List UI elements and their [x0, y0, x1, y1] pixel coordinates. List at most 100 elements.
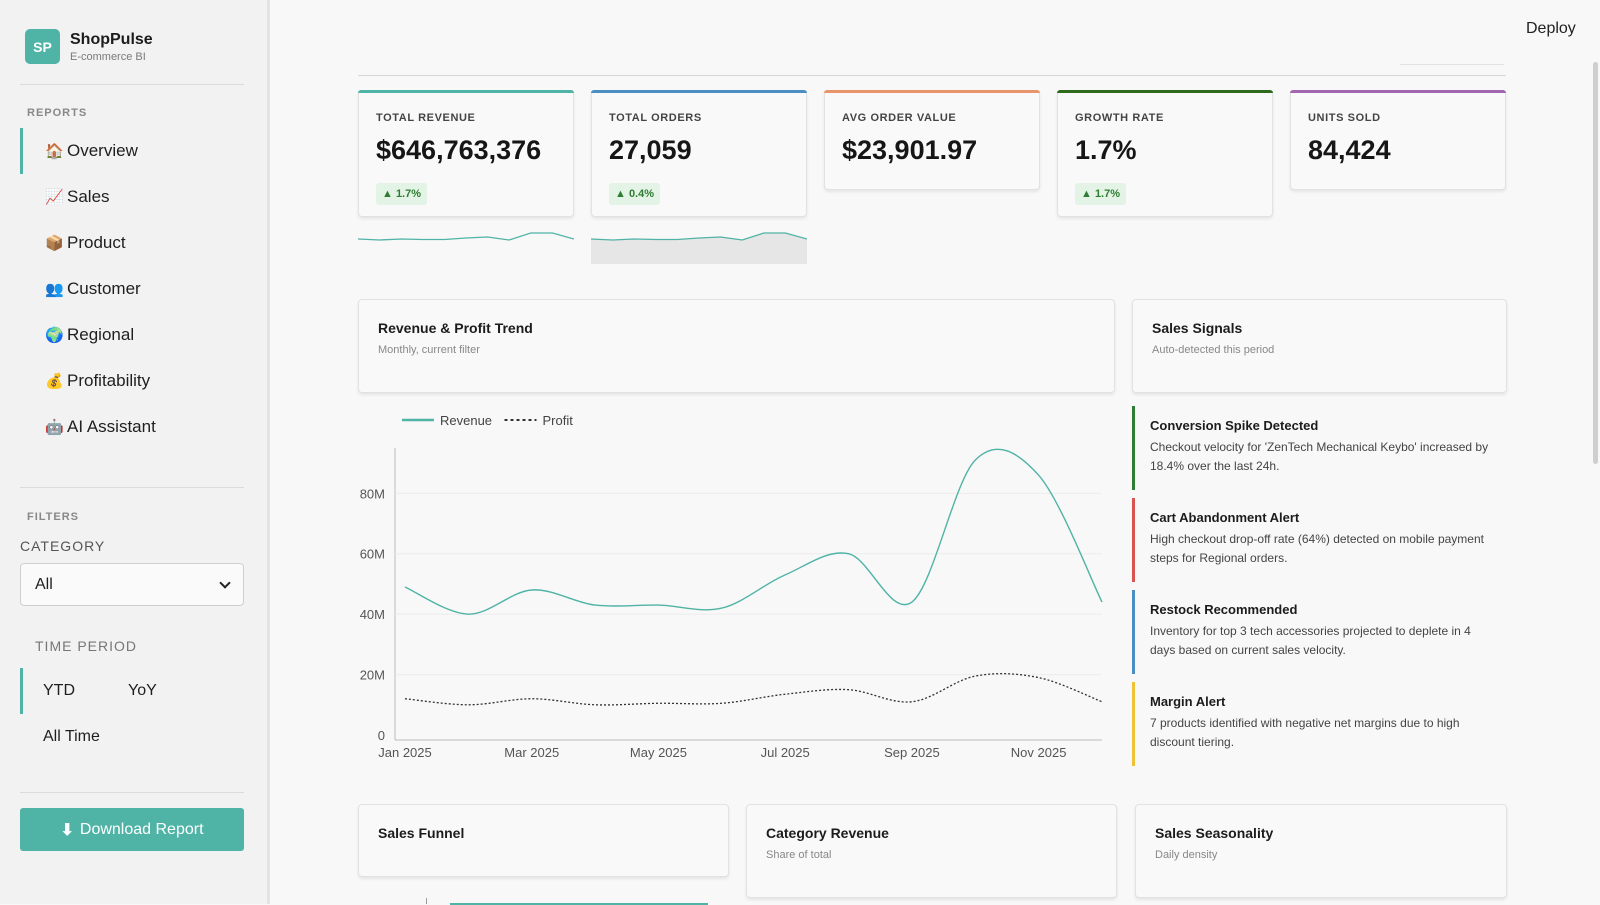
trend-card-subtitle: Monthly, current filter	[378, 344, 480, 356]
brand: SP ShopPulse E-commerce BI	[25, 29, 153, 64]
chevron-down-icon	[219, 576, 231, 589]
legend-label: Revenue	[440, 413, 492, 428]
signal-item: Conversion Spike Detected Checkout veloc…	[1132, 406, 1507, 490]
y-tick-label: 0	[378, 728, 385, 743]
signal-text: 7 products identified with negative net …	[1150, 716, 1460, 749]
chart-up-icon: 📈	[45, 189, 64, 206]
download-icon: ⬇	[60, 821, 74, 839]
category-revenue-card: Category Revenue Share of total	[746, 804, 1117, 898]
x-tick-label: Jan 2025	[378, 745, 432, 760]
card-title: Category Revenue	[766, 825, 889, 841]
sidebar-item-regional[interactable]: 🌍 Regional	[20, 312, 244, 358]
signal-item: Margin Alert 7 products identified with …	[1132, 682, 1507, 766]
card-title: Sales Funnel	[378, 825, 465, 841]
sparkline-line	[358, 232, 574, 241]
time-option-ytd[interactable]: YTD	[43, 682, 75, 699]
sidebar-item-profitability[interactable]: 💰 Profitability	[20, 358, 244, 404]
card-subtitle: Daily density	[1155, 849, 1218, 861]
divider	[20, 792, 244, 793]
brand-logo: SP	[25, 29, 60, 64]
x-tick-label: Sep 2025	[884, 745, 940, 760]
kpi-accent-bar	[824, 90, 1040, 93]
sidebar-item-label: AI Assistant	[67, 417, 156, 436]
sidebar-nav: 🏠 Overview 📈 Sales 📦 Product 👥 Customer 🌍 Reg…	[20, 128, 244, 450]
signal-text: Checkout velocity for 'ZenTech Mechanica…	[1150, 440, 1489, 473]
kpi-delta-badge: ▲ 0.4%	[609, 183, 661, 205]
time-period-options: YTD YoY All Time	[20, 668, 244, 760]
signal-item: Cart Abandonment Alert High checkout dro…	[1132, 498, 1507, 582]
package-icon: 📦	[45, 235, 64, 252]
legend-label: Profit	[543, 413, 574, 428]
sidebar-item-product[interactable]: 📦 Product	[20, 220, 244, 266]
header-divider	[358, 75, 1506, 76]
divider	[20, 487, 244, 488]
kpi-value: 27,059	[609, 135, 692, 165]
sparkline-line	[591, 232, 807, 241]
time-option-all-time[interactable]: All Time	[43, 728, 100, 745]
revenue-profit-chart: 0 20M 40M 60M 80M Jan 2025 Mar 2025 May 2025 Jul…	[360, 413, 1103, 760]
sparkline-area	[591, 233, 807, 264]
signal-item: Restock Recommended Inventory for top 3 …	[1132, 590, 1507, 674]
kpi-delta-badge: ▲ 1.7%	[376, 183, 428, 205]
kpi-delta-badge: ▲ 1.7%	[1075, 183, 1127, 205]
y-tick-label: 60M	[360, 547, 385, 562]
funnel-axis-peek	[426, 898, 427, 904]
brand-name: ShopPulse	[70, 30, 153, 48]
signals-card-title: Sales Signals	[1152, 320, 1243, 336]
signal-title: Margin Alert	[1150, 694, 1226, 709]
kpi-accent-bar	[358, 90, 574, 93]
signals-list: Conversion Spike Detected Checkout veloc…	[1132, 406, 1507, 774]
sidebar-item-sales[interactable]: 📈 Sales	[20, 174, 244, 220]
sidebar-item-label: Regional	[67, 325, 135, 344]
kpi-card-growth-rate: GROWTH RATE 1.7% ▲ 1.7%	[1057, 90, 1273, 217]
sidebar-item-label: Sales	[67, 187, 110, 206]
sidebar-item-label: Overview	[67, 141, 138, 160]
users-icon: 👥	[45, 281, 64, 298]
trend-card-title: Revenue & Profit Trend	[378, 320, 533, 336]
signal-text: Inventory for top 3 tech accessories pro…	[1150, 624, 1471, 657]
time-option-yoy[interactable]: YoY	[128, 682, 157, 699]
signal-text: High checkout drop-off rate (64%) detect…	[1150, 532, 1484, 565]
signals-card: Sales Signals Auto-detected this period	[1132, 299, 1507, 393]
category-select[interactable]: All	[20, 563, 244, 606]
brand-subtitle: E-commerce BI	[70, 50, 146, 63]
kpi-accent-bar	[1290, 90, 1506, 93]
kpi-card-units-sold: UNITS SOLD 84,424	[1290, 90, 1506, 190]
kpi-value: 84,424	[1308, 135, 1391, 165]
sidebar-item-ai-assistant[interactable]: 🤖 AI Assistant	[20, 404, 244, 450]
card-subtitle: Share of total	[766, 849, 832, 861]
robot-icon: 🤖	[45, 419, 64, 436]
sales-funnel-card: Sales Funnel	[358, 804, 729, 877]
scrollbar[interactable]	[1593, 62, 1598, 464]
sidebar-item-overview[interactable]: 🏠 Overview	[20, 128, 244, 174]
kpi-label: AVG ORDER VALUE	[842, 112, 957, 124]
kpi-label: TOTAL ORDERS	[609, 112, 702, 124]
kpi-accent-bar	[1057, 90, 1273, 93]
money-bag-icon: 💰	[45, 373, 64, 390]
card-title: Sales Seasonality	[1155, 825, 1274, 841]
kpi-card-avg-order-value: AVG ORDER VALUE $23,901.97	[824, 90, 1040, 190]
kpi-label: UNITS SOLD	[1308, 112, 1381, 124]
download-report-label: Download Report	[79, 820, 204, 838]
category-select-value: All	[35, 575, 53, 593]
y-tick-label: 20M	[360, 668, 385, 683]
sidebar-item-customer[interactable]: 👥 Customer	[20, 266, 244, 312]
globe-icon: 🌍	[45, 327, 64, 344]
sidebar-item-label: Product	[67, 233, 126, 252]
y-tick-label: 80M	[360, 486, 385, 501]
sparkline-revenue	[358, 232, 574, 241]
home-icon: 🏠	[45, 143, 64, 160]
x-tick-label: Jul 2025	[761, 745, 810, 760]
deploy-button[interactable]: Deploy	[1526, 20, 1576, 37]
category-label: CATEGORY	[20, 538, 106, 554]
kpi-card-total-orders: TOTAL ORDERS 27,059 ▲ 0.4%	[591, 90, 807, 217]
top-fragment	[1400, 63, 1504, 65]
signal-title: Conversion Spike Detected	[1150, 418, 1319, 433]
kpi-value: $23,901.97	[842, 135, 978, 165]
kpi-accent-bar	[591, 90, 807, 93]
sidebar-item-label: Profitability	[67, 371, 151, 390]
kpi-value: $646,763,376	[376, 135, 542, 165]
kpi-card-total-revenue: TOTAL REVENUE $646,763,376 ▲ 1.7%	[358, 90, 574, 217]
kpi-value: 1.7%	[1075, 135, 1137, 165]
download-report-button[interactable]: ⬇ Download Report	[20, 808, 244, 851]
